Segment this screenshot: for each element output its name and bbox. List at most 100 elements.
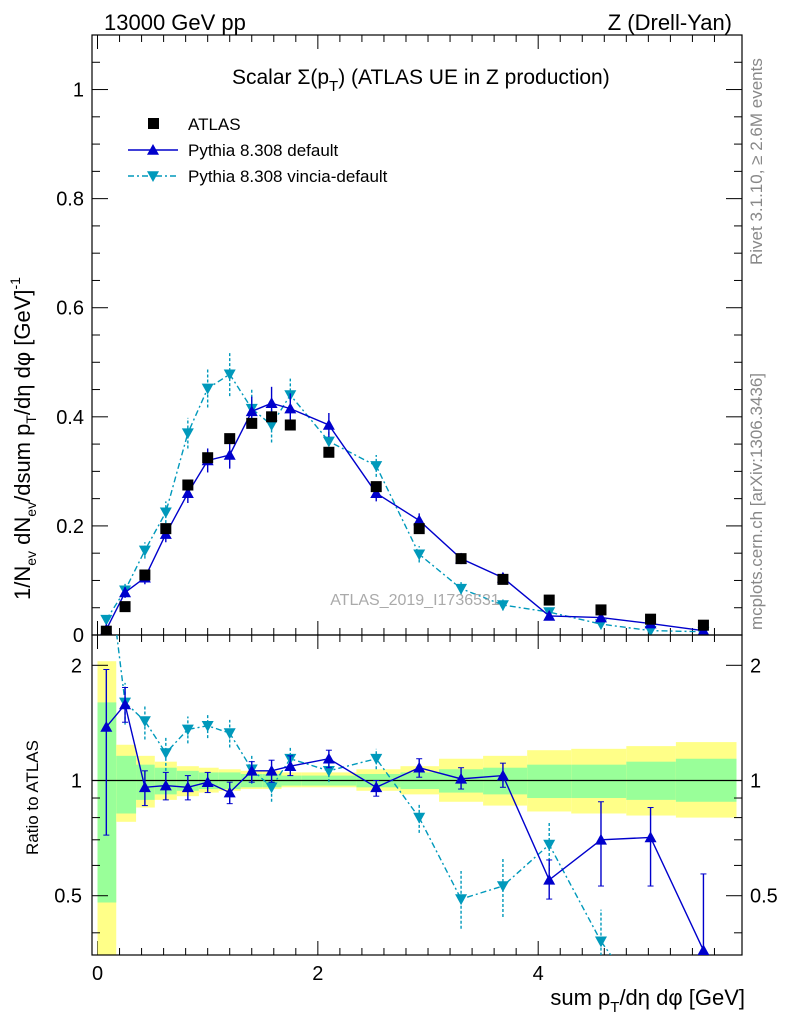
marker-triangle-down — [147, 171, 159, 182]
atlas-point — [455, 553, 467, 565]
marker-triangle-up — [181, 781, 194, 793]
marker-triangle-down — [201, 720, 214, 732]
marker-triangle-down — [181, 724, 194, 736]
marker-triangle-up — [697, 944, 710, 955]
atlas-point — [182, 479, 194, 491]
marker-triangle-up — [265, 397, 278, 408]
marker-triangle-down — [413, 549, 426, 561]
uncertainty-band-green — [116, 755, 137, 814]
legend-label: Pythia 8.308 vincia-default — [188, 167, 388, 186]
marker-triangle-down — [223, 369, 236, 381]
atlas-point — [160, 523, 172, 535]
xlabel: sum pT/dη dφ [GeV] — [550, 985, 745, 1016]
mcplots-label: mcplots.cern.ch [arXiv:1306.3436] — [747, 373, 766, 630]
legend-marker-atlas — [148, 118, 159, 129]
marker-triangle-up — [138, 781, 151, 793]
legend-label: Pythia 8.308 default — [188, 141, 339, 160]
marker-triangle-down — [265, 782, 278, 794]
rivet-label: Rivet 3.1.10, ≥ 2.6M events — [747, 58, 766, 265]
marker-triangle-down — [223, 728, 236, 740]
marker-triangle-up — [159, 779, 172, 791]
marker-triangle-up — [644, 831, 657, 843]
marker-triangle-up — [100, 720, 113, 732]
uncertainty-band-green — [571, 764, 627, 799]
marker-triangle-down — [496, 881, 509, 893]
marker-triangle-down — [455, 894, 468, 906]
marker-triangle-down — [322, 766, 335, 777]
marker-triangle-down — [138, 716, 151, 728]
x-tick-label: 0 — [92, 963, 103, 985]
atlas-point — [224, 433, 236, 445]
marker-triangle-up — [245, 764, 258, 776]
marker-triangle-down — [370, 753, 383, 765]
atlas-point — [543, 594, 555, 606]
marker-triangle-up — [223, 449, 236, 460]
marker-triangle-down — [265, 420, 278, 431]
x-tick-label: 2 — [312, 963, 323, 985]
atlas-point — [323, 446, 335, 458]
uncertainty-band-green — [527, 764, 572, 799]
header-left: 13000 GeV pp — [104, 10, 246, 35]
marker-triangle-up — [594, 833, 607, 845]
marker-triangle-up — [201, 776, 214, 787]
marker-triangle-up — [119, 586, 132, 598]
marker-triangle-up — [181, 487, 194, 498]
ratio-y-tick-label-right: 0.5 — [750, 886, 778, 908]
marker-triangle-up — [322, 419, 335, 430]
legend: ATLAS Pythia 8.308 default Pythia 8.308 vi… — [128, 115, 388, 186]
marker-triangle-down — [594, 936, 607, 948]
ratio-y-tick-label: 2 — [71, 655, 82, 677]
marker-triangle-down — [543, 839, 556, 851]
marker-triangle-up — [594, 611, 607, 623]
marker-triangle-up — [455, 772, 468, 784]
marker-triangle-up — [147, 144, 159, 155]
marker-triangle-up — [413, 761, 426, 773]
atlas-point — [139, 569, 151, 581]
atlas-point — [497, 573, 509, 585]
marker-triangle-down — [100, 614, 113, 626]
ratio-plot-panel: 0 2 4 0.5 0.5 1 1 2 2 — [54, 545, 778, 985]
marker-triangle-down — [697, 970, 709, 981]
legend-label: ATLAS — [188, 115, 241, 134]
ratio-y-tick-label: 0.5 — [54, 886, 82, 908]
marker-triangle-down — [201, 383, 214, 395]
atlas-point — [100, 625, 112, 635]
ratio-y-tick-label-right: 2 — [750, 655, 761, 677]
marker-triangle-up — [322, 752, 335, 764]
marker-triangle-up — [370, 487, 383, 498]
atlas-point — [645, 613, 657, 625]
ratio-series-group — [100, 545, 710, 981]
title-rest: ) (ATLAS UE in Z production) — [338, 66, 610, 89]
marker-triangle-up — [119, 698, 132, 710]
marker-triangle-down — [159, 748, 172, 760]
marker-triangle-up — [284, 760, 297, 771]
title-sub: T — [329, 78, 338, 95]
marker-triangle-up — [543, 873, 556, 885]
default-ratio-line — [105, 702, 705, 951]
top-y-tick-label: 0.4 — [56, 407, 84, 429]
atlas-point — [119, 601, 131, 613]
main-plot-panel: 0 0.2 0.4 0.6 0.8 1 — [56, 34, 743, 955]
top-y-tick-label: 0.2 — [56, 516, 84, 538]
ratio-y-tick-label: 1 — [71, 771, 82, 793]
atlas-point — [266, 411, 278, 423]
marker-triangle-up — [543, 609, 556, 621]
x-tick-label: 4 — [533, 963, 544, 985]
marker-triangle-up — [370, 781, 383, 793]
ratio-ylabel: Ratio to ATLAS — [23, 740, 42, 855]
marker-triangle-up — [284, 402, 297, 414]
top-ylabel: 1/Nev dNev/dsum pT/dη dφ [GeV]-1 — [7, 277, 39, 600]
ratio-y-tick-label-right: 1 — [750, 771, 761, 793]
bottom-frame — [91, 634, 743, 956]
atlas-point — [202, 452, 214, 464]
marker-triangle-up — [413, 514, 426, 526]
top-y-tick-label: 1 — [73, 80, 84, 102]
marker-triangle-down — [138, 545, 151, 557]
top-y-tick-label: 0 — [73, 625, 84, 647]
marker-triangle-up — [265, 764, 278, 776]
marker-triangle-down — [100, 545, 112, 556]
marker-triangle-up — [245, 405, 258, 417]
header-right: Z (Drell-Yan) — [608, 10, 732, 35]
marker-triangle-up — [496, 769, 509, 781]
title-main: Scalar Σ(p — [232, 66, 329, 89]
